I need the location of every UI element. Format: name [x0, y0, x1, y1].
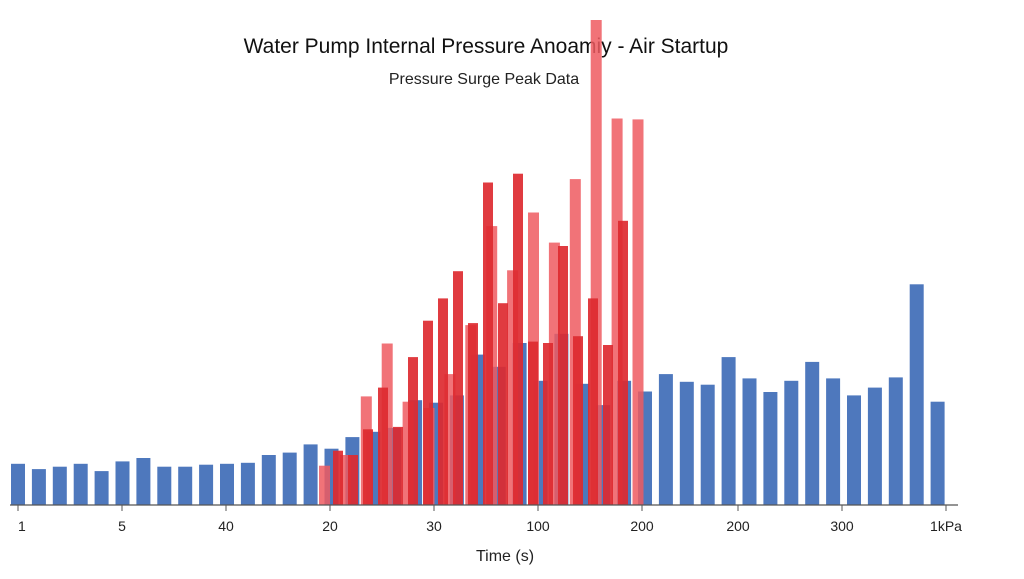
bar-red-light-9 [507, 270, 519, 505]
bar-blue-7 [157, 466, 172, 505]
bar-red-dark-18 [603, 345, 613, 505]
chart-subtitle: Pressure Surge Peak Data [389, 71, 579, 88]
x-tick-label-3: 20 [322, 518, 338, 534]
bar-blue-14 [303, 444, 318, 505]
x-tick-label-5: 100 [526, 518, 550, 534]
bar-blue-37 [784, 380, 799, 505]
chart-title: Water Pump Internal Pressure Anoamiy - A… [244, 35, 729, 58]
x-tick-label-7: 200 [726, 518, 750, 534]
bar-blue-44 [930, 401, 945, 505]
bar-red-light-0 [319, 465, 330, 505]
bar-blue-33 [700, 384, 715, 505]
bar-blue-10 [220, 463, 234, 505]
bar-blue-38 [805, 361, 820, 505]
bar-red-light-14 [611, 118, 623, 505]
x-tick-label-4: 30 [426, 518, 442, 534]
x-tick-label-1: 5 [118, 518, 126, 534]
x-tick-label-0: 1 [18, 518, 26, 534]
bar-blue-4 [94, 471, 109, 505]
bar-blue-31 [658, 374, 673, 505]
bar-red-dark-0 [333, 450, 343, 505]
bar-red-dark-19 [618, 220, 628, 506]
series-red-dark-bars [333, 173, 628, 506]
bar-red-dark-13 [528, 341, 538, 505]
bar-blue-11 [240, 462, 255, 505]
bar-blue-42 [888, 377, 903, 505]
bar-red-dark-8 [453, 271, 463, 505]
x-ticks: 1 5 40 20 30 100 200 200 300 1kPa [17, 505, 962, 534]
bar-blue-12 [261, 455, 276, 505]
bar-blue-36 [763, 392, 778, 505]
bar-blue-40 [847, 395, 861, 505]
x-tick-label-8: 300 [830, 518, 854, 534]
bar-red-dark-2 [363, 429, 373, 505]
bar-red-light-1 [339, 455, 351, 505]
x-tick-label-2: 40 [218, 518, 234, 534]
bar-red-light-11 [548, 242, 560, 505]
bar-blue-0 [11, 463, 25, 505]
bar-blue-35 [742, 378, 757, 505]
bar-blue-39 [826, 378, 841, 505]
bar-blue-13 [282, 452, 297, 505]
x-axis-label: Time (s) [476, 548, 534, 565]
bar-blue-32 [679, 381, 694, 505]
bar-blue-2 [52, 466, 67, 505]
bar-blue-1 [31, 469, 46, 505]
bar-red-dark-4 [393, 426, 403, 505]
bar-red-dark-10 [483, 182, 493, 505]
bar-red-dark-7 [438, 298, 448, 505]
bar-red-dark-11 [498, 303, 508, 505]
bar-blue-5 [115, 461, 130, 505]
bar-blue-8 [178, 466, 193, 505]
bar-blue-43 [909, 284, 924, 505]
x-tick-label-6: 200 [630, 518, 654, 534]
bar-red-dark-14 [543, 343, 553, 505]
bar-red-light-13 [590, 20, 602, 505]
bar-blue-41 [867, 387, 882, 505]
bar-red-dark-16 [573, 336, 583, 505]
x-tick-label-9: 1kPa [930, 518, 962, 534]
bar-red-dark-3 [378, 387, 388, 505]
bar-red-light-6 [444, 374, 456, 505]
bar-red-light-15 [632, 119, 644, 506]
bar-blue-3 [73, 463, 88, 505]
bar-blue-6 [136, 458, 151, 505]
bar-red-dark-6 [423, 320, 433, 505]
bar-red-dark-5 [408, 357, 418, 505]
bar-blue-9 [199, 464, 214, 505]
bar-red-dark-15 [558, 246, 568, 505]
bar-red-dark-17 [588, 298, 598, 505]
bar-red-dark-12 [513, 173, 523, 505]
bar-red-dark-1 [348, 455, 358, 505]
bar-blue-34 [721, 357, 736, 505]
bar-red-dark-9 [468, 323, 478, 505]
